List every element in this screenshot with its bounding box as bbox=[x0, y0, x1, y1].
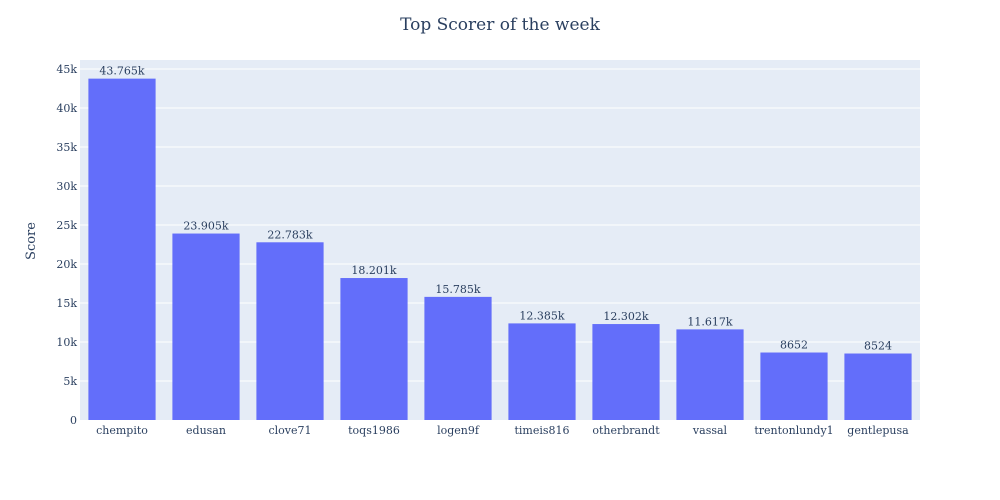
bar-toqs1986 bbox=[340, 278, 408, 420]
y-axis-ticks: 0 5k 10k 15k 20k 25k 30k 35k 40k 45k bbox=[56, 63, 77, 427]
y-tick-label: 30k bbox=[56, 180, 77, 193]
data-label: 43.765k bbox=[99, 65, 144, 78]
y-tick-label: 35k bbox=[56, 141, 77, 154]
bar-timeis816 bbox=[508, 323, 576, 420]
bar-vassal bbox=[676, 329, 744, 420]
data-label: 18.201k bbox=[351, 264, 396, 277]
x-axis-ticks: chempito edusan clove71 toqs1986 logen9f time… bbox=[96, 424, 909, 437]
y-tick-label: 25k bbox=[56, 219, 77, 232]
bar-trentonlundy1 bbox=[760, 352, 828, 420]
bar-gentlepusa bbox=[844, 353, 912, 420]
x-tick-label: otherbrandt bbox=[592, 424, 660, 437]
bar-chempito bbox=[88, 78, 156, 421]
y-tick-label: 45k bbox=[56, 63, 77, 76]
chart-title: Top Scorer of the week bbox=[400, 15, 601, 35]
x-tick-label: clove71 bbox=[268, 424, 311, 437]
x-tick-label: vassal bbox=[692, 424, 728, 437]
data-label: 15.785k bbox=[435, 283, 480, 296]
x-tick-label: logen9f bbox=[437, 424, 480, 437]
y-axis-label: Score bbox=[24, 222, 39, 260]
data-labels: 43.765k 23.905k 22.783k 18.201k 15.785k 12.38… bbox=[99, 65, 892, 353]
data-label: 23.905k bbox=[183, 220, 228, 233]
y-tick-label: 10k bbox=[56, 336, 77, 349]
x-tick-label: edusan bbox=[186, 424, 226, 437]
y-tick-label: 5k bbox=[63, 375, 77, 388]
x-tick-label: toqs1986 bbox=[348, 424, 400, 437]
data-label: 12.302k bbox=[603, 310, 648, 323]
data-label: 12.385k bbox=[519, 309, 564, 322]
bars bbox=[88, 78, 912, 421]
data-label: 11.617k bbox=[687, 315, 732, 328]
y-tick-label: 20k bbox=[56, 258, 77, 271]
x-tick-label: trentonlundy1 bbox=[754, 424, 833, 437]
data-label: 8524 bbox=[864, 340, 892, 353]
y-tick-label: 15k bbox=[56, 297, 77, 310]
data-label: 22.783k bbox=[267, 228, 312, 241]
data-label: 8652 bbox=[780, 339, 808, 352]
x-tick-label: timeis816 bbox=[514, 424, 569, 437]
bar-otherbrandt bbox=[592, 324, 660, 420]
y-tick-label: 0 bbox=[70, 414, 77, 427]
x-tick-label: gentlepusa bbox=[847, 424, 909, 437]
bar-logen9f bbox=[424, 296, 492, 420]
x-tick-label: chempito bbox=[96, 424, 148, 437]
bar-clove71 bbox=[256, 242, 324, 420]
y-tick-label: 40k bbox=[56, 102, 77, 115]
bar-edusan bbox=[172, 233, 240, 420]
